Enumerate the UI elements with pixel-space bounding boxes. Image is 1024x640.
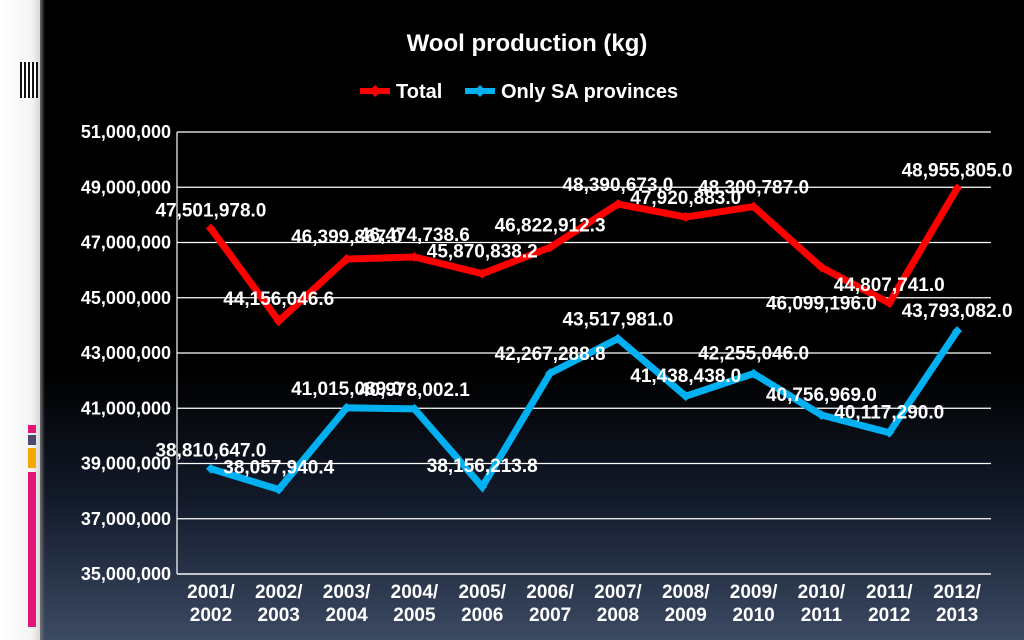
x-tick-label: 2010/2011	[798, 582, 846, 626]
data-label: 47,920,883.0	[630, 188, 741, 209]
data-point-marker	[884, 427, 895, 438]
gray-swatch	[28, 435, 36, 445]
chart-title: Wool production (kg)	[407, 30, 648, 57]
data-point-marker	[884, 298, 895, 309]
data-label: 41,015,089.0	[291, 379, 402, 400]
data-label: 46,099,196.0	[766, 293, 877, 314]
data-point-marker	[545, 242, 556, 253]
data-point-marker	[816, 262, 827, 273]
data-label: 42,267,288.8	[495, 344, 606, 365]
chart-series	[205, 183, 963, 495]
data-label: 40,117,290.0	[834, 403, 944, 424]
x-tick-label: 2007/2008	[594, 582, 642, 626]
x-tick-label: 2001/2002	[187, 582, 235, 626]
yellow-swatch	[28, 448, 36, 468]
x-tick-label: 2009/2010	[730, 582, 778, 626]
x-tick-label: 2004/2005	[391, 582, 439, 626]
pink-swatch-small	[28, 425, 36, 433]
x-tick-label: 2008/2009	[662, 582, 710, 626]
chart-gridlines	[177, 131, 991, 575]
x-tick-label: 2002/2003	[255, 582, 303, 626]
data-label: 47,501,978.0	[155, 201, 266, 222]
data-label: 48,390,673.0	[562, 175, 673, 196]
data-point-marker	[952, 326, 963, 337]
data-point-marker	[341, 254, 352, 265]
y-tick-label: 41,000,000	[81, 398, 171, 418]
y-tick-label: 37,000,000	[81, 509, 171, 529]
data-label: 42,255,046.0	[698, 344, 809, 365]
x-tick-label: 2005/2006	[458, 582, 506, 626]
legend-label: Only SA provinces	[501, 81, 678, 103]
legend-marker	[474, 85, 486, 97]
pink-swatch-bar	[28, 472, 36, 627]
data-point-marker	[612, 199, 623, 210]
data-label: 41,438,438.0	[630, 366, 741, 387]
y-tick-label: 49,000,000	[81, 177, 171, 197]
data-label: 48,300,787.0	[698, 178, 809, 199]
series-line-total	[208, 186, 961, 327]
data-point-marker	[816, 409, 827, 420]
data-point-marker	[205, 463, 216, 474]
data-label: 45,870,838.2	[427, 242, 538, 263]
data-point-marker	[545, 368, 556, 379]
series-line-sa-provinces	[209, 329, 960, 494]
data-label: 43,517,981.0	[562, 310, 673, 331]
data-point-marker	[273, 316, 284, 327]
data-point-marker	[748, 368, 759, 379]
data-point-marker	[409, 252, 420, 263]
x-tick-label: 2012/2013	[933, 582, 981, 626]
data-point-marker	[680, 212, 691, 223]
data-label: 46,474,738.6	[359, 225, 470, 246]
x-axis: 2001/2002 2002/2003 2003/2004 2004/2005 2005…	[177, 573, 991, 626]
slide-edge-shadow	[40, 0, 45, 640]
data-point-marker	[477, 481, 488, 492]
y-axis: 35,000,000 37,000,000 39,000,000 41,000,000…	[81, 122, 178, 584]
data-point-marker	[273, 484, 284, 495]
data-point-marker	[341, 402, 352, 413]
data-point-marker	[205, 223, 216, 234]
data-label: 38,810,647.0	[155, 441, 266, 462]
data-label: 46,399,867.0	[291, 227, 402, 248]
y-tick-label: 45,000,000	[81, 288, 171, 308]
data-point-marker	[612, 333, 623, 344]
data-label: 44,807,741.0	[834, 275, 945, 296]
x-tick-label: 2003/2004	[323, 582, 371, 626]
y-tick-label: 51,000,000	[81, 122, 171, 142]
data-label: 43,793,082.0	[902, 301, 1013, 322]
y-tick-label: 43,000,000	[81, 343, 171, 363]
data-label: 38,057,940.4	[223, 458, 334, 479]
y-tick-label: 39,000,000	[81, 454, 171, 474]
data-label: 40,756,969.0	[766, 385, 877, 406]
data-label: 40,978,002.1	[359, 380, 470, 401]
y-tick-label: 35,000,000	[81, 564, 171, 584]
data-label: 38,156,213.8	[427, 456, 538, 477]
slide-background	[40, 0, 1024, 640]
legend-marker	[369, 85, 381, 97]
x-tick-label: 2006/2007	[526, 582, 574, 626]
data-point-marker	[748, 201, 759, 212]
data-point-marker	[477, 268, 488, 279]
data-label: 44,156,046.6	[223, 289, 334, 310]
y-tick-label: 47,000,000	[81, 233, 171, 253]
data-label: 48,955,805.0	[902, 160, 1013, 181]
data-point-marker	[680, 391, 691, 402]
barcode-decoration	[20, 62, 38, 98]
x-tick-label: 2011/2012	[866, 582, 913, 626]
data-label: 46,822,912.3	[495, 215, 606, 236]
data-labels: 47,501,978.0 44,156,046.6 46,399,867.046,4…	[155, 160, 1012, 478]
legend-label: Total	[396, 81, 442, 103]
data-point-marker	[409, 403, 420, 414]
chart-legend: Total Only SA provinces	[360, 81, 678, 103]
data-point-marker	[952, 183, 963, 194]
